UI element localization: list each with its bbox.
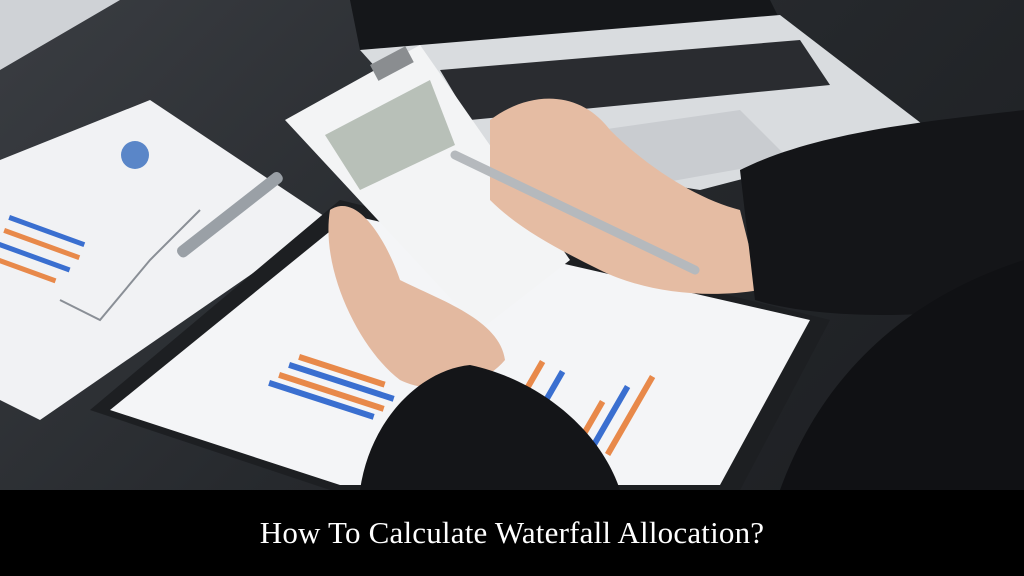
calculator-solar-panel xyxy=(370,46,414,81)
calculator-display xyxy=(325,80,455,190)
right-hand xyxy=(490,98,760,294)
left-sleeve xyxy=(360,365,620,490)
calculator xyxy=(285,45,570,330)
caption-title: How To Calculate Waterfall Allocation? xyxy=(259,515,765,550)
paper-pie-chart xyxy=(121,141,149,169)
photo-illustration xyxy=(0,0,1024,490)
caption-banner: How To Calculate Waterfall Allocation? xyxy=(0,490,1024,576)
right-sleeve xyxy=(740,110,1024,315)
clipboard-clip xyxy=(177,171,283,258)
left-hand xyxy=(328,206,505,389)
paper-line-chart xyxy=(59,209,201,322)
pen xyxy=(450,150,700,275)
report-paper-left xyxy=(0,100,330,420)
suit-body xyxy=(780,260,1024,490)
background-wall xyxy=(0,0,120,70)
paper-bar-chart-left xyxy=(0,214,86,284)
photo-calculator-finance xyxy=(0,0,1024,490)
laptop-screen xyxy=(350,0,780,50)
